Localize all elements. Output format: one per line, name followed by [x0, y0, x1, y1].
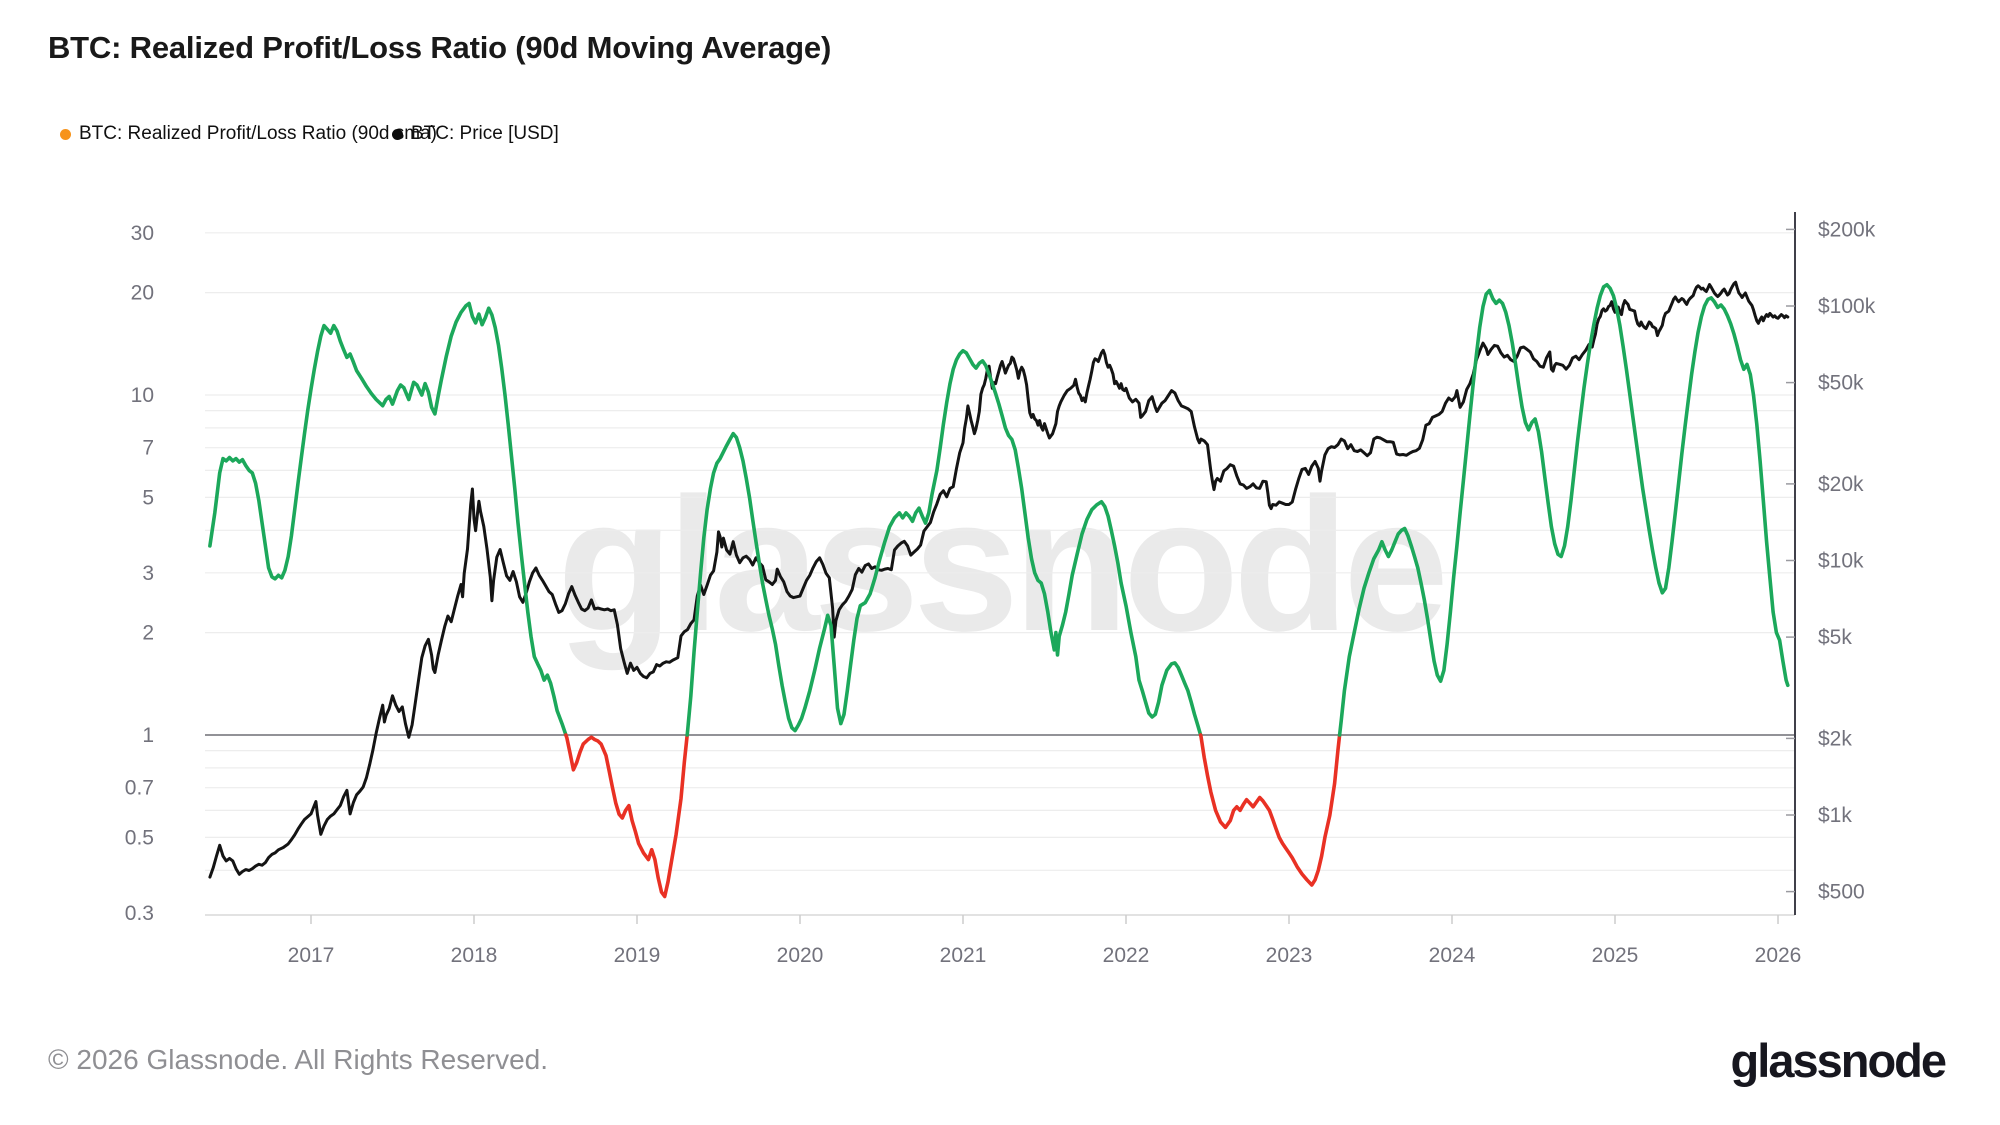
x-axis-label: 2020	[777, 944, 824, 967]
price-line	[208, 280, 1790, 879]
y-left-label: 7	[142, 437, 154, 460]
glassnode-logo[interactable]: glassnode	[1730, 1034, 1947, 1087]
y-right-label: $100k	[1818, 295, 1876, 318]
legend-dot-ratio-icon	[60, 128, 71, 140]
y-left-label: 20	[131, 282, 154, 305]
ratio-line-loss	[1198, 733, 1342, 887]
ratio-line-loss	[564, 733, 690, 899]
y-left-label: 1	[142, 724, 154, 747]
ratio-line-profit	[1337, 282, 1790, 737]
y-left-label: 0.7	[125, 777, 154, 800]
x-axis-label: 2019	[614, 944, 661, 967]
y-left-label: 10	[131, 384, 154, 407]
y-right-label: $200k	[1818, 218, 1876, 241]
x-axis-label: 2026	[1755, 944, 1802, 967]
x-axis-label: 2017	[288, 944, 335, 967]
ratio-line-profit	[685, 348, 1203, 737]
y-right-label: $500	[1818, 881, 1865, 904]
legend-item-ratio[interactable]: BTC: Realized Profit/Loss Ratio (90d sma…	[60, 123, 437, 145]
legend-dot-price-icon	[392, 128, 403, 140]
legend-item-price[interactable]: BTC: Price [USD]	[392, 123, 559, 145]
x-axis-label: 2018	[451, 944, 498, 967]
y-right-label: $1k	[1818, 804, 1852, 827]
y-right-label: $20k	[1818, 473, 1864, 496]
y-left-label: 2	[142, 622, 154, 645]
y-right-label: $2k	[1818, 727, 1852, 750]
y-left-label: 0.5	[125, 826, 154, 849]
y-left-label: 30	[131, 222, 154, 245]
ratio-line-profit	[208, 301, 568, 737]
x-axis-label: 2023	[1266, 944, 1313, 967]
x-axis-label: 2021	[940, 944, 987, 967]
chart-title: BTC: Realized Profit/Loss Ratio (90d Mov…	[48, 30, 832, 65]
glassnode-watermark: glassnode	[557, 459, 1449, 671]
y-right-label: $50k	[1818, 372, 1864, 395]
x-axis-label: 2024	[1429, 944, 1476, 967]
legend-label-price: BTC: Price [USD]	[411, 123, 559, 144]
y-left-label: 3	[142, 562, 154, 585]
y-left-label: 0.3	[125, 902, 154, 925]
x-axis-label: 2025	[1592, 944, 1639, 967]
footer-copyright: © 2026 Glassnode. All Rights Reserved.	[48, 1044, 549, 1075]
y-left-label: 5	[142, 486, 154, 509]
legend-label-ratio: BTC: Realized Profit/Loss Ratio (90d sma…	[79, 123, 437, 144]
y-right-label: $5k	[1818, 626, 1852, 649]
y-right-label: $10k	[1818, 550, 1864, 573]
x-axis-label: 2022	[1103, 944, 1150, 967]
